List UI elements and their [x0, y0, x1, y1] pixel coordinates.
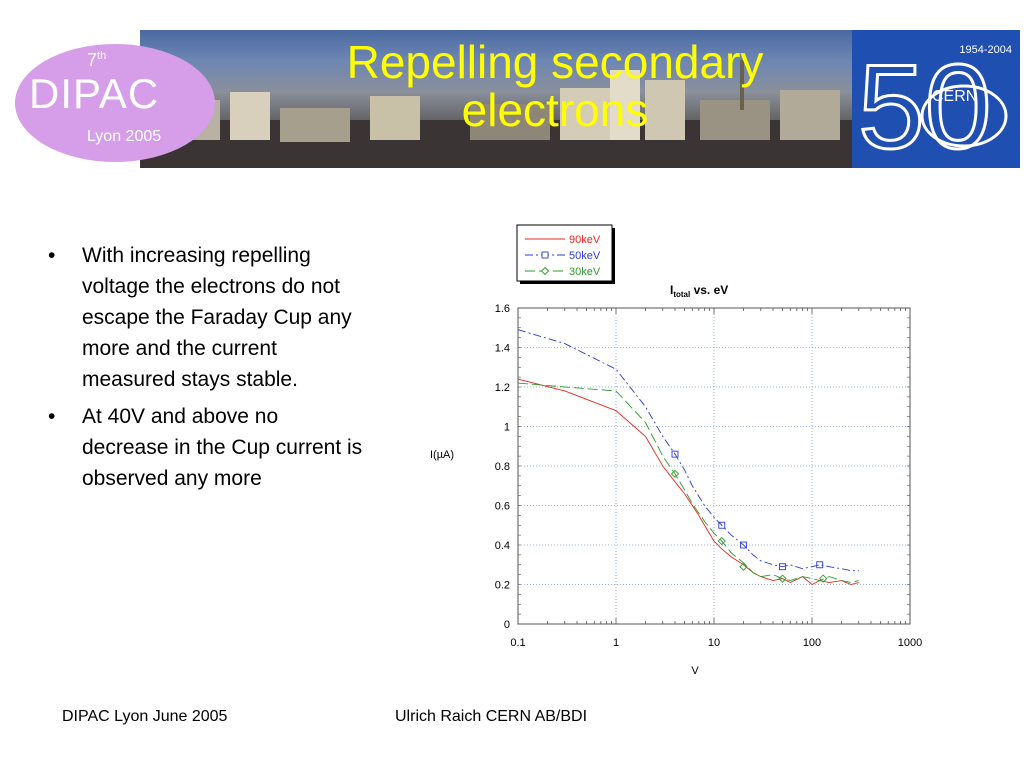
y-tick-label: 1.4 — [495, 343, 510, 355]
y-tick-label: 0.4 — [495, 540, 510, 552]
x-tick-label: 1000 — [898, 637, 922, 649]
series-line-50keV — [517, 329, 859, 572]
legend-marker — [540, 266, 550, 276]
bullet-list: • With increasing repelling voltage the e… — [48, 240, 368, 500]
y-tick-label: 0.2 — [495, 580, 510, 592]
dipac-edition-suffix: th — [97, 50, 107, 62]
dipac-name: DIPAC — [29, 70, 160, 117]
x-tick-label: 10 — [708, 637, 720, 649]
chart-title-subscript: total — [673, 290, 690, 299]
data-point-marker — [671, 450, 679, 458]
footer-event: DIPAC Lyon June 2005 — [62, 708, 228, 725]
data-point-marker — [739, 562, 748, 571]
slide-title-line-1: Repelling secondary — [346, 36, 764, 88]
data-point-marker — [717, 536, 726, 546]
data-point-marker — [819, 574, 828, 583]
city-skyline-graphic — [140, 60, 852, 168]
legend-label: 30keV — [569, 266, 601, 278]
x-tick-label: 100 — [803, 637, 821, 649]
chart-title: Itotal vs. eV — [670, 283, 728, 299]
cern-50-emblem: 50 — [857, 39, 1008, 168]
bullet-item: • With increasing repelling voltage the e… — [48, 240, 368, 395]
cern-50-logo: 50 1954-2004 CERN — [852, 30, 1020, 168]
y-tick-label: 0.6 — [495, 501, 510, 513]
x-tick-label: 1 — [613, 637, 619, 649]
dipac-edition: 7th — [87, 50, 106, 71]
dipac-edition-number: 7 — [87, 50, 98, 70]
bullet-glyph: • — [48, 405, 56, 428]
y-tick-label: 0 — [504, 619, 510, 631]
header-banner-photo — [140, 30, 852, 168]
slide-title: Repelling secondary electrons — [260, 38, 850, 134]
legend-marker — [541, 251, 549, 259]
bullet-text: At 40V and above no decrease in the Cup … — [82, 405, 363, 490]
y-axis-label: I(µA) — [430, 449, 454, 461]
y-tick-label: 1 — [504, 422, 510, 434]
data-point-marker — [778, 574, 787, 583]
chart-title-rest: vs. eV — [690, 283, 728, 297]
x-axis-label: V — [691, 665, 699, 677]
cern-years: 1954-2004 — [959, 44, 1012, 56]
legend-label: 50keV — [569, 250, 601, 262]
data-point-marker — [816, 561, 824, 569]
slide-title-line-2: electrons — [461, 84, 649, 136]
y-tick-label: 1.6 — [495, 303, 510, 315]
data-point-marker — [740, 541, 747, 549]
legend-box — [516, 224, 613, 282]
cern-label: CERN — [932, 88, 978, 105]
x-tick-label: 0.1 — [510, 637, 525, 649]
dipac-place: Lyon 2005 — [87, 128, 162, 145]
footer-author: Ulrich Raich CERN AB/BDI — [395, 708, 588, 725]
data-point-marker — [670, 469, 680, 479]
data-point-marker — [779, 563, 786, 571]
chart-title-main: I — [670, 283, 673, 297]
current-vs-voltage-chart: 0 0.2 0.4 0.6 0.8 1 1.2 1.4 1.6 0.1 1 10 100 1000 I(µA… — [430, 224, 922, 677]
series-line-90keV — [517, 378, 859, 586]
data-point-marker — [718, 521, 726, 529]
y-tick-label: 0.8 — [495, 461, 510, 473]
bullet-text: With increasing repelling voltage the el… — [82, 244, 352, 391]
y-tick-label: 1.2 — [495, 382, 510, 394]
bullet-item: • At 40V and above no decrease in the Cup… — [48, 401, 368, 494]
dipac-logo: 7th DIPAC Lyon 2005 — [15, 44, 215, 162]
legend-label: 90keV — [569, 234, 601, 246]
bullet-glyph: • — [48, 244, 56, 267]
